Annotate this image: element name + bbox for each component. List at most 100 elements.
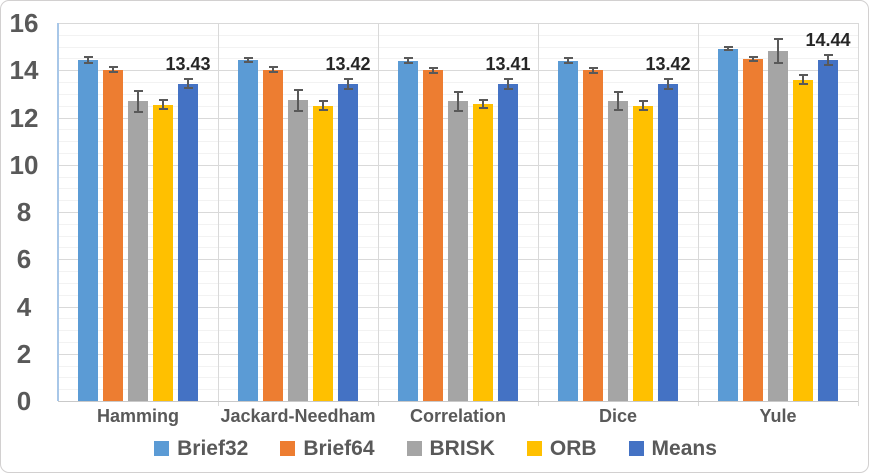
bar-brisk <box>768 50 788 401</box>
y-axis-line <box>57 23 59 401</box>
error-bar-line <box>642 101 644 110</box>
category-separator <box>378 23 379 406</box>
bar-orb <box>313 105 333 401</box>
legend-item-orb: ORB <box>526 437 597 460</box>
legend-marker-icon <box>280 441 296 456</box>
data-label: 14.44 <box>805 29 851 50</box>
error-bar-cap-top <box>798 73 808 76</box>
error-bar-cap-bottom <box>183 87 193 90</box>
error-bar-cap-bottom <box>563 61 573 64</box>
error-bar-cap-top <box>318 99 328 102</box>
error-bar-cap-bottom <box>613 109 623 112</box>
error-bar-line <box>727 46 729 51</box>
legend-marker-icon <box>154 441 170 456</box>
legend: Brief32 Brief64 BRISK ORB Means <box>1 437 868 460</box>
error-bar-cap-bottom <box>243 61 253 64</box>
data-label: 13.42 <box>645 53 691 74</box>
error-bar-line <box>507 79 509 89</box>
error-bar-line <box>827 54 829 66</box>
error-bar-cap-top <box>108 65 118 68</box>
legend-label: ORB <box>549 437 597 460</box>
bar-orb <box>793 79 813 401</box>
error-bar-cap-bottom <box>83 62 93 65</box>
error-bar-cap-top <box>428 66 438 69</box>
category-separator <box>858 23 859 406</box>
bar-brief64 <box>103 69 123 401</box>
error-bar-cap-top <box>663 77 673 80</box>
error-bar-cap-bottom <box>663 88 673 91</box>
bar-orb <box>473 104 493 401</box>
bar-brisk <box>288 100 308 401</box>
error-bar-cap-bottom <box>798 83 808 86</box>
y-tick-label: 12 <box>9 102 39 133</box>
bar-brief64 <box>743 58 763 401</box>
error-bar-cap-bottom <box>748 60 758 63</box>
error-bar-line <box>617 91 619 111</box>
error-bar-line <box>322 100 324 111</box>
bar-brief32 <box>718 48 738 401</box>
error-bar-cap-top <box>823 53 833 56</box>
x-category-label-hamming: Hamming <box>96 406 179 426</box>
error-bar-line <box>667 78 669 90</box>
major-gridline <box>58 23 858 24</box>
error-bar-cap-bottom <box>343 87 353 90</box>
error-bar-cap-bottom <box>503 87 513 90</box>
error-bar-cap-top <box>293 88 303 91</box>
error-bar-cap-top <box>748 55 758 58</box>
bar-brief32 <box>78 60 98 401</box>
legend-item-brisk: BRISK <box>406 438 495 459</box>
error-bar-cap-bottom <box>453 109 463 112</box>
data-label: 13.42 <box>325 53 371 74</box>
error-bar-cap-bottom <box>403 62 413 65</box>
error-bar-cap-bottom <box>723 49 733 52</box>
minor-gridline <box>58 58 858 60</box>
error-bar-line <box>347 79 349 89</box>
error-bar-line <box>87 57 89 64</box>
bar-means <box>498 84 518 401</box>
y-tick-label: 14 <box>9 55 39 86</box>
error-bar-cap-top <box>723 45 733 48</box>
y-tick-label: 4 <box>16 291 32 322</box>
y-tick-label: 16 <box>9 8 39 38</box>
error-bar-line <box>567 58 569 63</box>
x-category-label-jackard-needham: Jackard-Needham <box>220 406 376 426</box>
error-bar-line <box>777 39 779 63</box>
legend-label: Brief32 <box>177 437 249 460</box>
bar-means <box>818 59 838 401</box>
x-category-label-correlation: Correlation <box>409 406 506 426</box>
y-tick-label: 2 <box>16 338 32 369</box>
error-bar-cap-top <box>83 56 93 59</box>
y-tick-label: 10 <box>9 149 39 180</box>
category-separator <box>538 23 539 406</box>
y-tick-label: 0 <box>16 386 32 416</box>
bar-brief32 <box>558 60 578 401</box>
error-bar-cap-top <box>638 100 648 103</box>
error-bar-line <box>112 66 114 73</box>
error-bar-line <box>247 57 249 63</box>
x-category-label-dice: Dice <box>598 406 638 426</box>
bar-brief64 <box>263 69 283 401</box>
category-separator <box>698 23 699 406</box>
error-bar-cap-top <box>403 57 413 60</box>
error-bar-cap-top <box>343 78 353 81</box>
legend-marker-icon <box>526 441 542 456</box>
error-bar-cap-bottom <box>638 108 648 111</box>
bar-brisk <box>608 100 628 401</box>
legend-item-means: Means <box>628 438 717 459</box>
error-bar-cap-bottom <box>268 71 278 74</box>
bar-brisk <box>128 101 148 401</box>
error-bar-cap-bottom <box>158 108 168 111</box>
y-tick-label: 6 <box>16 244 32 275</box>
error-bar-cap-top <box>183 77 193 80</box>
bar-means <box>658 83 678 401</box>
bar-means <box>178 83 198 401</box>
error-bar-cap-top <box>133 89 143 92</box>
error-bar-cap-top <box>613 90 623 93</box>
major-gridline <box>58 70 858 72</box>
error-bar-cap-top <box>588 66 598 69</box>
error-bar-cap-bottom <box>823 64 833 67</box>
error-bar-cap-top <box>563 57 573 60</box>
x-category-label-yule: Yule <box>759 406 797 426</box>
